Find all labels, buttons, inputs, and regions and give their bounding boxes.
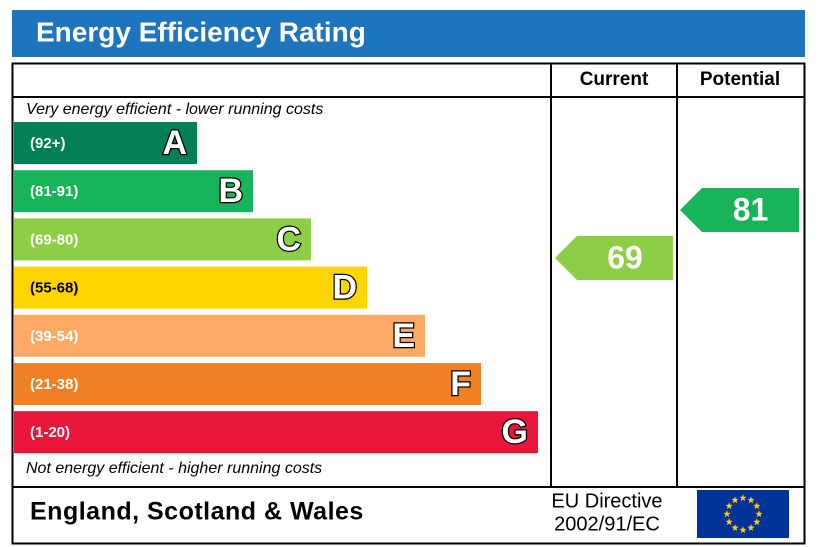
- band-bar: [14, 314, 425, 357]
- eu-star: [731, 496, 739, 504]
- directive: EU Directive: [551, 490, 662, 512]
- eu-star: [747, 524, 755, 531]
- band-range: (21-38): [30, 376, 78, 393]
- frame: [11, 62, 806, 545]
- rating-value: 81: [733, 191, 769, 227]
- band-letter: B: [218, 172, 243, 210]
- band-range: (39-54): [30, 328, 78, 345]
- eu-star: [753, 502, 761, 510]
- column-header: Current: [580, 69, 649, 90]
- band-bar: [14, 218, 311, 261]
- band-bar: [14, 363, 481, 405]
- band-bar: [14, 266, 367, 309]
- eu-star: [753, 518, 761, 526]
- eu-star: [723, 510, 731, 518]
- band-letter: F: [450, 365, 471, 403]
- band-range: (69-80): [30, 231, 78, 248]
- eu-star: [731, 524, 739, 531]
- eu-star: [725, 502, 733, 510]
- top-note: Very energy efficient - lower running co…: [26, 101, 323, 118]
- title: Energy Efficiency Rating: [36, 16, 366, 47]
- eu-star: [739, 526, 747, 534]
- band-bar: [14, 411, 538, 454]
- region: England, Scotland & Wales: [30, 498, 364, 526]
- band-range: (92+): [30, 135, 65, 152]
- directive: 2002/91/EC: [554, 513, 660, 535]
- band-letter: G: [502, 413, 528, 451]
- bottom-note: Not energy efficient - higher running co…: [26, 460, 322, 477]
- band-letter: D: [332, 269, 357, 307]
- rating-arrow: [680, 188, 799, 232]
- band-letter: C: [276, 220, 301, 258]
- rating-value: 69: [607, 239, 643, 275]
- eu-star: [739, 494, 747, 502]
- band-bar: [14, 122, 197, 164]
- rating-arrow: [555, 236, 673, 280]
- eu-star: [747, 496, 755, 504]
- band-range: (1-20): [30, 424, 70, 441]
- band-letter: A: [162, 124, 187, 162]
- column-header: Potential: [700, 69, 780, 90]
- band-range: (81-91): [30, 183, 78, 200]
- band-range: (55-68): [30, 280, 78, 297]
- eu-star: [725, 518, 733, 526]
- band-letter: E: [392, 317, 415, 355]
- band-bar: [14, 170, 253, 213]
- eu-star: [755, 510, 763, 518]
- title-bar: [12, 10, 805, 57]
